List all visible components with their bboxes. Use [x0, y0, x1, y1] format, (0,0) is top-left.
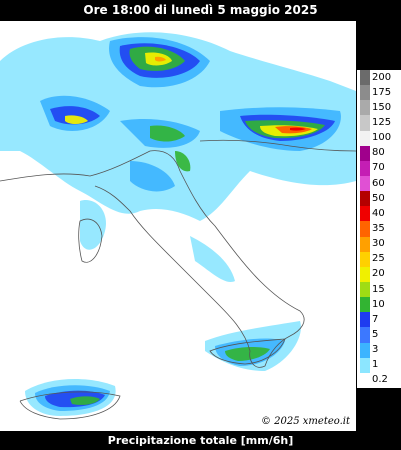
legend-label-40: 40	[372, 207, 385, 219]
coastlines	[0, 139, 356, 420]
legend-label-30: 30	[372, 238, 385, 250]
legend-swatch-125	[360, 115, 370, 132]
legend-label-1: 1	[372, 359, 379, 371]
legend-label-80: 80	[372, 147, 385, 159]
legend-swatch-3	[360, 342, 370, 359]
legend-swatch-35	[360, 221, 370, 238]
legend-label-150: 150	[372, 101, 392, 113]
legend-label-50: 50	[372, 192, 385, 204]
legend-label-10: 10	[372, 298, 385, 310]
legend-swatch-15	[360, 282, 370, 298]
legend-swatch-150	[360, 100, 370, 116]
precip-light-cyan	[0, 32, 356, 416]
legend-label-5: 5	[372, 329, 379, 340]
precipitation-legend: 200 175 150 125 100 80 70 60 50 40 35 30 25 20 15 10 7 5 3…	[357, 70, 401, 389]
copyright-label: © 2025 xmeteo.it	[260, 416, 350, 427]
legend-swatch-5	[360, 327, 370, 344]
legend-swatch-175	[360, 85, 370, 101]
legend-swatch-30	[360, 236, 370, 253]
legend-swatch-70	[360, 160, 370, 177]
legend-swatch-0.2	[360, 372, 370, 389]
legend-swatch-7	[360, 312, 370, 328]
legend-swatch-100	[360, 130, 370, 147]
map-caption: Precipitazione totale [mm/6h]	[107, 434, 294, 447]
map-canvas	[0, 32, 356, 420]
legend-label-20: 20	[372, 268, 385, 280]
legend-label-200: 200	[372, 71, 392, 83]
legend-swatch-50	[360, 191, 370, 207]
legend-label-125: 125	[372, 117, 392, 128]
legend-swatch-10	[360, 297, 370, 313]
legend-label-7: 7	[372, 313, 379, 325]
legend-label-175: 175	[372, 86, 392, 98]
legend-swatch-80	[360, 145, 370, 162]
map-title: Ore 18:00 di lunedì 5 maggio 2025	[83, 3, 318, 17]
legend-label-100: 100	[372, 132, 392, 144]
legend-swatch-200	[360, 70, 370, 86]
legend-label-3: 3	[372, 344, 379, 356]
legend-swatch-40	[360, 206, 370, 222]
legend-swatch-20	[360, 266, 370, 283]
legend-swatch-60	[360, 176, 370, 192]
legend-label-25: 25	[372, 253, 385, 265]
legend-label-15: 15	[372, 283, 385, 295]
legend-swatch-25	[360, 251, 370, 268]
legend-label-0.2: 0.2	[372, 374, 388, 386]
legend-label-35: 35	[372, 223, 385, 234]
legend-swatch-1	[360, 357, 370, 374]
precip-orange-red	[155, 56, 312, 134]
precipitation-map: © 2025 xmeteo.it	[0, 21, 356, 431]
legend-label-70: 70	[372, 162, 385, 174]
legend-label-60: 60	[372, 177, 385, 189]
